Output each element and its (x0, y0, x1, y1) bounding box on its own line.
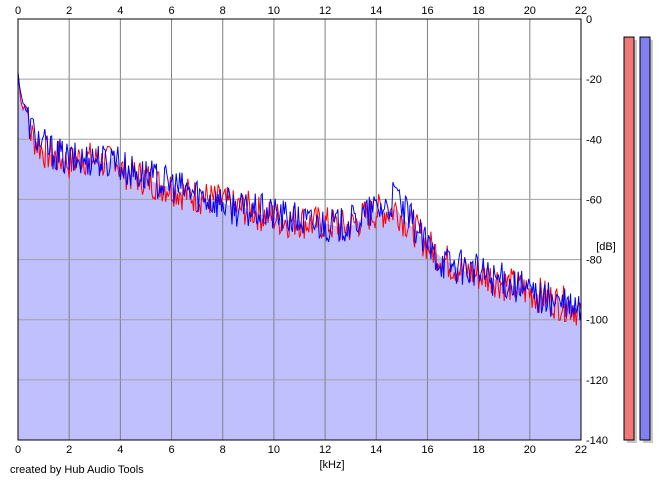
grid-lines (18, 19, 581, 440)
plot-area-border (17, 18, 582, 441)
level-meter-bar-2 (639, 36, 651, 441)
x-tick-label-top: 16 (421, 5, 433, 17)
y-tick-label: -20 (586, 74, 602, 86)
x-tick-label-bottom: 12 (319, 444, 331, 456)
x-tick-label-top: 12 (319, 5, 331, 17)
x-tick-label-top: 22 (575, 5, 587, 17)
x-tick-label-bottom: 14 (370, 444, 382, 456)
credit-text: created by Hub Audio Tools (10, 464, 144, 476)
x-tick-label-bottom: 4 (117, 444, 123, 456)
x-tick-label-bottom: 18 (473, 444, 485, 456)
y-tick-label: -140 (586, 435, 608, 447)
spectrum-series-line-2 (17, 71, 582, 321)
spectrum-fill-layer (18, 73, 581, 440)
y-tick-label: -60 (586, 194, 602, 206)
x-axis-label: [kHz] (319, 459, 344, 471)
x-tick-label-top: 4 (117, 5, 123, 17)
x-tick-label-bottom: 0 (15, 444, 21, 456)
x-tick-label-bottom: 20 (524, 444, 536, 456)
y-tick-label: -120 (586, 375, 608, 387)
x-tick-label-bottom: 2 (66, 444, 72, 456)
x-tick-label-top: 10 (268, 5, 280, 17)
x-tick-label-top: 6 (168, 5, 174, 17)
level-meters (623, 36, 653, 444)
x-tick-label-bottom: 10 (268, 444, 280, 456)
y-tick-label: -80 (586, 255, 602, 267)
x-tick-label-top: 18 (473, 5, 485, 17)
x-tick-label-top: 0 (15, 5, 21, 17)
y-tick-label: 0 (586, 14, 592, 26)
x-tick-label-bottom: 16 (421, 444, 433, 456)
x-tick-label-bottom: 6 (168, 444, 174, 456)
x-tick-label-bottom: 8 (220, 444, 226, 456)
y-axis-label: [dB] (596, 241, 616, 253)
x-tick-label-bottom: 22 (575, 444, 587, 456)
axis-tick-labels: 002244668810101212141416161818202022220-… (15, 5, 608, 456)
series-lines (17, 71, 582, 326)
spectrum-fill-area (18, 73, 581, 440)
x-tick-label-top: 14 (370, 5, 382, 17)
x-tick-label-top: 8 (220, 5, 226, 17)
y-tick-label: -100 (586, 315, 608, 327)
y-tick-label: -40 (586, 134, 602, 146)
level-meter-bar-1 (623, 36, 635, 441)
x-tick-label-top: 2 (66, 5, 72, 17)
x-tick-label-top: 20 (524, 5, 536, 17)
